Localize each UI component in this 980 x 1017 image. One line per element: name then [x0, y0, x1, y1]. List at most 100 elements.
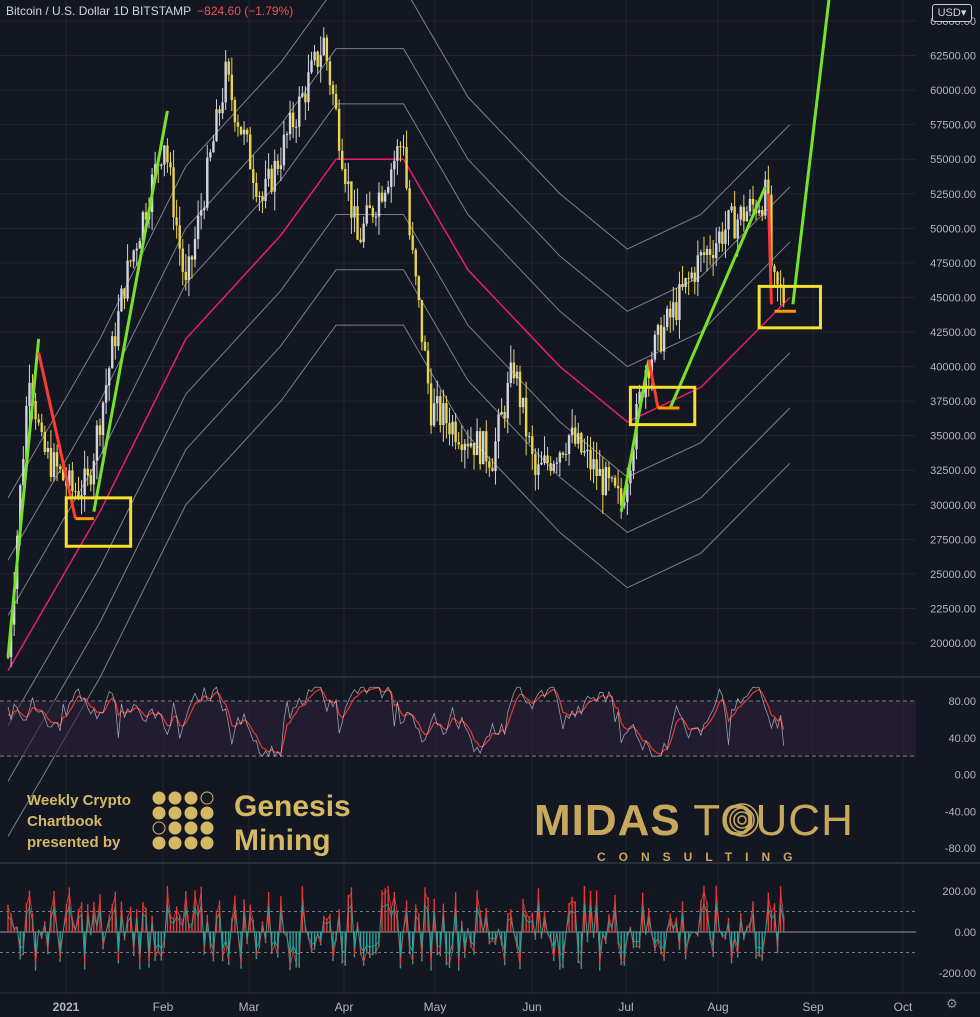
candle-body	[432, 403, 436, 426]
candle-body	[178, 225, 181, 249]
candle-body	[126, 260, 129, 299]
candle-body	[172, 167, 175, 218]
candle-body	[598, 468, 601, 476]
candle-body	[28, 382, 31, 406]
candle-body	[95, 425, 99, 461]
dot-grid-icon	[152, 806, 166, 820]
candle-body	[629, 470, 632, 484]
candle-body	[368, 205, 371, 208]
candle-body	[613, 477, 617, 486]
candle-body	[448, 423, 451, 435]
candle-body	[77, 491, 80, 498]
dot-grid-icon	[168, 836, 182, 850]
price-tick-label: 37500.00	[930, 396, 976, 408]
price-tick-label: 22500.00	[930, 603, 976, 615]
candle-body	[681, 284, 684, 288]
candle-body	[445, 403, 448, 424]
dot-grid-icon	[152, 821, 166, 835]
candle-body	[708, 248, 712, 255]
candle-body	[515, 371, 519, 379]
candle-body	[98, 425, 102, 435]
highlight-box	[757, 284, 822, 330]
candle-body	[420, 300, 424, 342]
candle-body	[540, 462, 543, 465]
candle-body	[344, 168, 347, 185]
candle-body	[429, 383, 433, 426]
candle-body	[160, 164, 163, 166]
candle-body	[144, 212, 148, 220]
candle-body	[690, 272, 693, 279]
candle-body	[491, 467, 494, 472]
candle-body	[745, 211, 749, 222]
candle-body	[662, 327, 666, 352]
candle-body	[46, 447, 50, 452]
candle-body	[74, 491, 77, 493]
candle-body	[552, 463, 555, 471]
hist-tick-label: -200.00	[939, 968, 976, 980]
candle-body	[233, 100, 237, 123]
candle-body	[696, 255, 700, 282]
candle-body	[485, 431, 488, 462]
candle-body	[301, 93, 304, 97]
candle-body	[316, 51, 319, 67]
candle-body	[767, 179, 770, 195]
envelope-band	[7, 324, 791, 837]
midas-light: TOUCH	[680, 796, 854, 845]
candle-body	[577, 433, 580, 444]
candle-body	[132, 250, 135, 262]
candle-body	[386, 186, 390, 193]
candle-body	[279, 165, 283, 169]
sponsor-line-1: Weekly Crypto	[27, 792, 131, 809]
genesis-line-1: Genesis	[234, 790, 351, 823]
currency-label: USD	[937, 7, 961, 19]
candle-body	[469, 443, 473, 447]
candle-body	[187, 256, 191, 281]
osc-tick-label: 40.00	[948, 733, 976, 745]
candle-body	[230, 74, 234, 101]
candle-body	[190, 256, 194, 260]
hist-line-b	[7, 903, 785, 956]
candle-body	[724, 229, 727, 244]
candle-body	[43, 432, 46, 452]
candle-body	[711, 254, 715, 259]
candle-body	[583, 451, 586, 453]
dot-grid-icon	[200, 791, 214, 805]
candle-body	[175, 217, 178, 226]
candle-body	[40, 422, 43, 433]
candle-body	[117, 311, 120, 347]
candle-body	[245, 129, 249, 135]
candle-body	[678, 284, 681, 321]
currency-selector[interactable]: USD▾	[932, 4, 972, 22]
candle-body	[249, 134, 252, 170]
osc-band-fill	[0, 701, 916, 757]
candle-body	[270, 168, 273, 192]
candle-body	[546, 455, 549, 464]
candle-body	[61, 468, 65, 481]
candle-body	[561, 452, 565, 455]
candle-body	[55, 452, 59, 467]
trend-line-green	[92, 110, 169, 512]
candle-body	[313, 51, 316, 61]
genesis-line-2: Mining	[234, 824, 331, 857]
candle-body	[347, 181, 350, 185]
x-tick-label: Jun	[522, 1000, 541, 1014]
dot-grid-icon	[184, 821, 198, 835]
candle-body	[472, 443, 476, 456]
candle-body	[294, 126, 298, 128]
gear-icon[interactable]: ⚙	[946, 996, 958, 1011]
candle-body	[567, 435, 571, 454]
midas-logo: MIDAS TOUCH	[534, 796, 854, 846]
candle-body	[92, 460, 96, 485]
candle-body	[543, 455, 546, 463]
candle-body	[181, 248, 184, 272]
price-tick-label: 47500.00	[930, 258, 976, 270]
candle-body	[236, 122, 240, 127]
candle-body	[114, 336, 117, 347]
candle-body	[340, 150, 344, 169]
candle-body	[531, 436, 534, 455]
candle-body	[356, 206, 359, 240]
candle-body	[399, 146, 402, 148]
candle-body	[475, 431, 479, 456]
candle-body	[34, 400, 37, 420]
